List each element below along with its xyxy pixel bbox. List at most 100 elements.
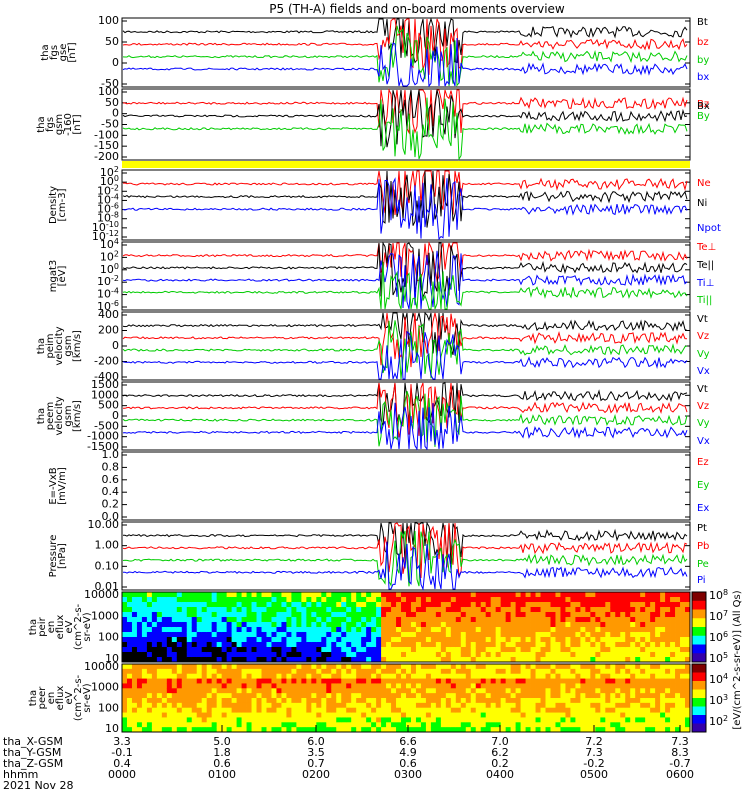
heatmap-cell: [271, 647, 277, 653]
heatmap-cell: [455, 707, 462, 713]
heatmap-cell: [635, 673, 641, 679]
heatmap-cell: [181, 602, 188, 608]
heatmap-cell: [670, 722, 676, 728]
heatmap-cell: [455, 717, 462, 723]
heatmap-cell: [485, 597, 492, 603]
heatmap-cell: [391, 627, 397, 633]
heatmap-cell: [600, 602, 606, 608]
heatmap-cell: [391, 702, 397, 709]
heatmap-cell: [565, 652, 571, 658]
heatmap-cell: [440, 673, 447, 679]
heatmap-cell: [301, 632, 307, 638]
heatmap-cell: [475, 637, 482, 643]
heatmap-cell: [381, 673, 387, 679]
heatmap-cell: [660, 688, 666, 694]
heatmap-cell: [625, 727, 631, 733]
heatmap-cell: [326, 688, 332, 694]
heatmap-cell: [615, 698, 621, 704]
heatmap-cell: [410, 622, 417, 628]
heatmap-cell: [620, 722, 626, 728]
heatmap-cell: [301, 612, 307, 618]
heatmap-cell: [510, 688, 517, 694]
heatmap-cell: [211, 642, 218, 648]
heatmap-cell: [490, 673, 497, 679]
heatmap-cell: [620, 617, 626, 623]
heatmap-cell: [371, 657, 377, 663]
heatmap-cell: [530, 683, 536, 689]
heatmap-cell: [605, 597, 611, 603]
heatmap-cell: [430, 597, 437, 603]
heatmap-cell: [675, 612, 681, 618]
colorbar-swatch: [692, 715, 706, 724]
heatmap-cell: [445, 607, 452, 613]
heatmap-cell: [665, 602, 671, 608]
heatmap-cell: [500, 652, 507, 658]
heatmap-cell: [630, 673, 636, 679]
heatmap-cell: [535, 642, 541, 648]
heatmap-cell: [136, 727, 143, 733]
heatmap-cell: [495, 698, 502, 704]
heatmap-cell: [485, 657, 492, 663]
series-line-bz: [122, 88, 688, 135]
heatmap-cell: [410, 597, 417, 603]
heatmap-cell: [620, 637, 626, 643]
heatmap-cell: [316, 592, 322, 598]
heatmap-cell: [346, 632, 352, 638]
heatmap-cell: [445, 678, 452, 684]
heatmap-cell: [685, 688, 691, 694]
heatmap-cell: [425, 617, 432, 623]
ytick-label: 0.8: [102, 460, 120, 473]
heatmap-cell: [475, 707, 482, 713]
heatmap-cell: [605, 698, 611, 704]
heatmap-cell: [525, 652, 531, 658]
heatmap-cell: [430, 693, 437, 699]
heatmap-cell: [346, 597, 352, 603]
heatmap-cell: [191, 652, 198, 658]
heatmap-cell: [161, 693, 168, 699]
heatmap-cell: [251, 632, 257, 638]
heatmap-cell: [201, 707, 208, 713]
heatmap-cell: [410, 647, 417, 653]
heatmap-cell: [176, 617, 183, 623]
heatmap-cell: [386, 688, 392, 694]
heatmap-cell: [286, 642, 292, 648]
axis-label: velocity: [54, 326, 65, 365]
ytick-label: 400: [98, 308, 119, 321]
legend-vx: Vx: [697, 366, 710, 377]
heatmap-cell: [126, 637, 133, 643]
heatmap-cell: [261, 673, 267, 679]
heatmap-cell: [196, 637, 203, 643]
heatmap-cell: [425, 607, 432, 613]
heatmap-cell: [515, 664, 521, 670]
heatmap-cell: [231, 688, 237, 694]
heatmap-cell: [465, 627, 472, 633]
heatmap-cell: [430, 668, 437, 675]
heatmap-cell: [251, 664, 257, 670]
heatmap-cell: [291, 707, 297, 713]
heatmap-cell: [430, 722, 437, 728]
heatmap-cell: [655, 683, 661, 689]
ytick-label: 10.00: [88, 518, 120, 531]
heatmap-cell: [231, 647, 237, 653]
heatmap-cell: [510, 673, 517, 679]
heatmap-cell: [136, 657, 143, 663]
heatmap-cell: [191, 683, 198, 689]
heatmap-cell: [515, 647, 521, 653]
heatmap-cell: [540, 652, 546, 658]
heatmap-cell: [131, 637, 138, 643]
heatmap-cell: [575, 698, 581, 704]
heatmap-cell: [366, 632, 372, 638]
heatmap-cell: [560, 602, 566, 608]
heatmap-cell: [386, 612, 392, 618]
heatmap-cell: [131, 597, 138, 603]
heatmap-cell: [465, 622, 472, 628]
heatmap-cell: [241, 657, 247, 663]
heatmap-cell: [301, 627, 307, 633]
heatmap-cell: [311, 688, 317, 694]
heatmap-cell: [141, 652, 148, 658]
heatmap-cell: [445, 702, 452, 709]
heatmap-cell: [376, 622, 382, 628]
heatmap-cell: [600, 727, 606, 733]
heatmap-cell: [465, 657, 472, 663]
heatmap-cell: [425, 592, 432, 598]
